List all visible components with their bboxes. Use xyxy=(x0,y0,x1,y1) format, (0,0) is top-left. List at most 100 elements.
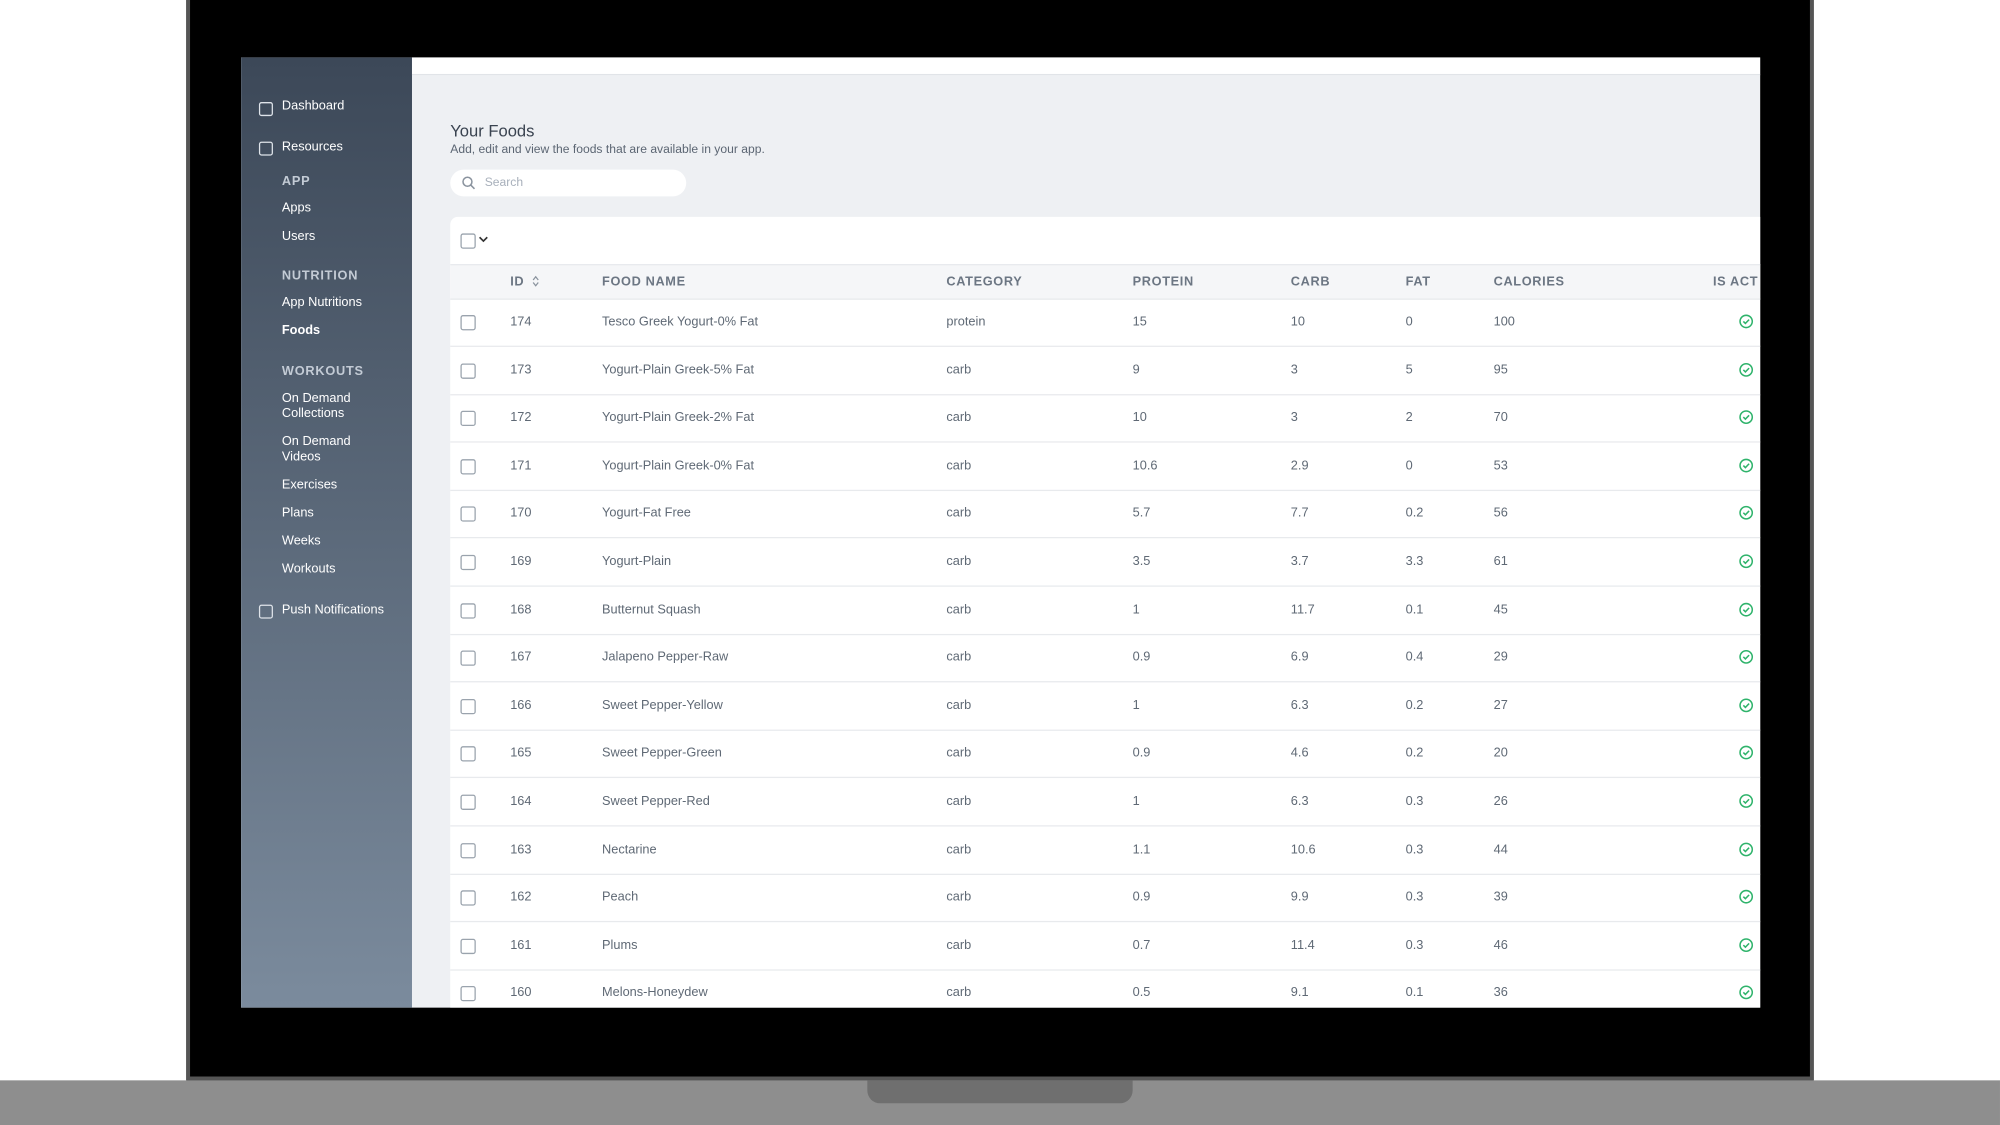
table-cell: carb xyxy=(946,938,972,953)
table-cell: Yogurt-Plain Greek-0% Fat xyxy=(602,458,754,473)
row-checkbox[interactable] xyxy=(460,554,476,571)
table-cell: carb xyxy=(946,458,972,473)
row-checkbox[interactable] xyxy=(460,410,476,427)
row-checkbox[interactable] xyxy=(460,315,476,331)
nav-heading: WORKOUTS xyxy=(281,364,364,379)
active-icon xyxy=(1739,554,1754,569)
column-header[interactable]: FAT xyxy=(1405,275,1431,290)
column-header[interactable]: PROTEIN xyxy=(1132,275,1194,290)
sort-icon[interactable] xyxy=(532,275,540,287)
nav-item[interactable]: Workouts xyxy=(281,562,336,577)
table-cell: 0.1 xyxy=(1405,602,1424,617)
nav-item[interactable]: Resources xyxy=(281,140,343,155)
nav-item[interactable]: Users xyxy=(281,229,316,244)
table-cell: 1 xyxy=(1132,698,1140,713)
dropdown-caret[interactable] xyxy=(478,236,488,244)
nav-item[interactable]: Weeks xyxy=(281,534,321,549)
search-box[interactable]: Search xyxy=(450,169,687,197)
active-icon xyxy=(1739,698,1754,712)
column-header[interactable]: FOOD NAME xyxy=(602,275,686,290)
table-cell: Nectarine xyxy=(602,842,657,857)
table-cell: 6.3 xyxy=(1290,794,1309,809)
column-header[interactable]: CARB xyxy=(1290,275,1331,290)
table-cell: 6.3 xyxy=(1290,698,1309,713)
table-cell: 10 xyxy=(1290,315,1305,330)
table-cell: 9 xyxy=(1132,362,1140,378)
table-cell: 1.1 xyxy=(1132,842,1151,857)
table-cell: 36 xyxy=(1493,986,1508,1001)
sidebar: Dashboard Resources APP Apps Users NUTRITION A… xyxy=(241,57,412,1008)
active-icon xyxy=(1739,506,1754,521)
table-cell: 171 xyxy=(510,458,532,473)
row-divider xyxy=(450,633,1761,635)
active-icon xyxy=(1739,410,1754,425)
row-checkbox[interactable] xyxy=(460,458,476,475)
table-cell: 0.3 xyxy=(1405,938,1424,953)
select-all-checkbox[interactable] xyxy=(460,233,476,249)
column-header[interactable]: IS ACT xyxy=(1712,275,1759,290)
table-cell: 6.9 xyxy=(1290,650,1309,665)
row-checkbox[interactable] xyxy=(460,890,476,906)
table-cell: 11.7 xyxy=(1290,602,1315,617)
table-cell: 3.3 xyxy=(1405,554,1424,569)
table-cell: 2.9 xyxy=(1290,458,1309,473)
nav-item[interactable]: Exercises xyxy=(281,478,338,493)
row-divider xyxy=(450,921,1761,923)
column-header[interactable]: CATEGORY xyxy=(946,275,1023,290)
table: ID FOOD NAME CATEGORY PROTEIN CARB FAT CALORIE… xyxy=(450,216,1761,1008)
row-checkbox[interactable] xyxy=(460,362,476,379)
table-cell: carb xyxy=(946,698,972,713)
table-cell: Sweet Pepper-Red xyxy=(602,794,710,809)
row-checkbox[interactable] xyxy=(460,602,476,619)
table-cell: carb xyxy=(946,650,972,665)
row-checkbox[interactable] xyxy=(460,506,476,523)
row-checkbox[interactable] xyxy=(460,986,476,1002)
active-icon xyxy=(1739,746,1754,760)
active-icon xyxy=(1739,458,1754,473)
nav-item[interactable]: Push Notifications xyxy=(281,603,384,618)
nav-item[interactable]: On Demand Videos xyxy=(281,434,351,465)
row-divider xyxy=(450,681,1761,683)
row-checkbox[interactable] xyxy=(460,698,476,715)
table-cell: 26 xyxy=(1493,794,1508,809)
table-cell: carb xyxy=(946,554,972,569)
active-icon xyxy=(1739,794,1754,808)
row-checkbox[interactable] xyxy=(460,794,476,810)
table-cell: carb xyxy=(946,890,972,905)
table-cell: Yogurt-Plain Greek-5% Fat xyxy=(602,362,754,378)
table-cell: 161 xyxy=(510,938,532,953)
nav-item[interactable]: Foods xyxy=(281,323,321,339)
laptop-notch xyxy=(867,1080,1133,1104)
table-cell: carb xyxy=(946,794,972,809)
column-header[interactable]: ID xyxy=(510,275,525,290)
row-checkbox[interactable] xyxy=(460,938,476,954)
nav-item[interactable]: Plans xyxy=(281,506,314,521)
table-cell: 0.3 xyxy=(1405,842,1424,857)
nav-item[interactable]: App Nutritions xyxy=(281,295,363,310)
table-cell: 169 xyxy=(510,554,532,569)
nav-item[interactable]: Dashboard xyxy=(281,99,345,114)
table-cell: 45 xyxy=(1493,602,1508,617)
table-cell: 56 xyxy=(1493,506,1508,521)
nav-item[interactable]: On Demand Collections xyxy=(281,391,351,421)
table-cell: Jalapeno Pepper-Raw xyxy=(602,650,729,665)
table-cell: 1 xyxy=(1132,602,1140,617)
table-cell: Sweet Pepper-Green xyxy=(602,746,722,761)
table-cell: 100 xyxy=(1493,315,1515,330)
table-cell: carb xyxy=(946,746,972,761)
row-checkbox[interactable] xyxy=(460,746,476,762)
table-cell: 4.6 xyxy=(1290,746,1309,761)
row-checkbox[interactable] xyxy=(460,842,476,858)
table-cell: 10.6 xyxy=(1132,458,1158,473)
row-divider xyxy=(450,825,1761,827)
table-cell: 0.9 xyxy=(1132,650,1151,665)
table-cell: Yogurt-Plain xyxy=(602,554,672,569)
column-header[interactable]: CALORIES xyxy=(1493,275,1565,290)
row-checkbox[interactable] xyxy=(460,650,476,667)
table-cell: 29 xyxy=(1493,650,1508,665)
table-cell: Melons-Honeydew xyxy=(602,986,708,1001)
active-icon xyxy=(1739,985,1754,1000)
table-cell: 0.2 xyxy=(1405,746,1424,761)
nav-item[interactable]: Apps xyxy=(281,201,311,216)
